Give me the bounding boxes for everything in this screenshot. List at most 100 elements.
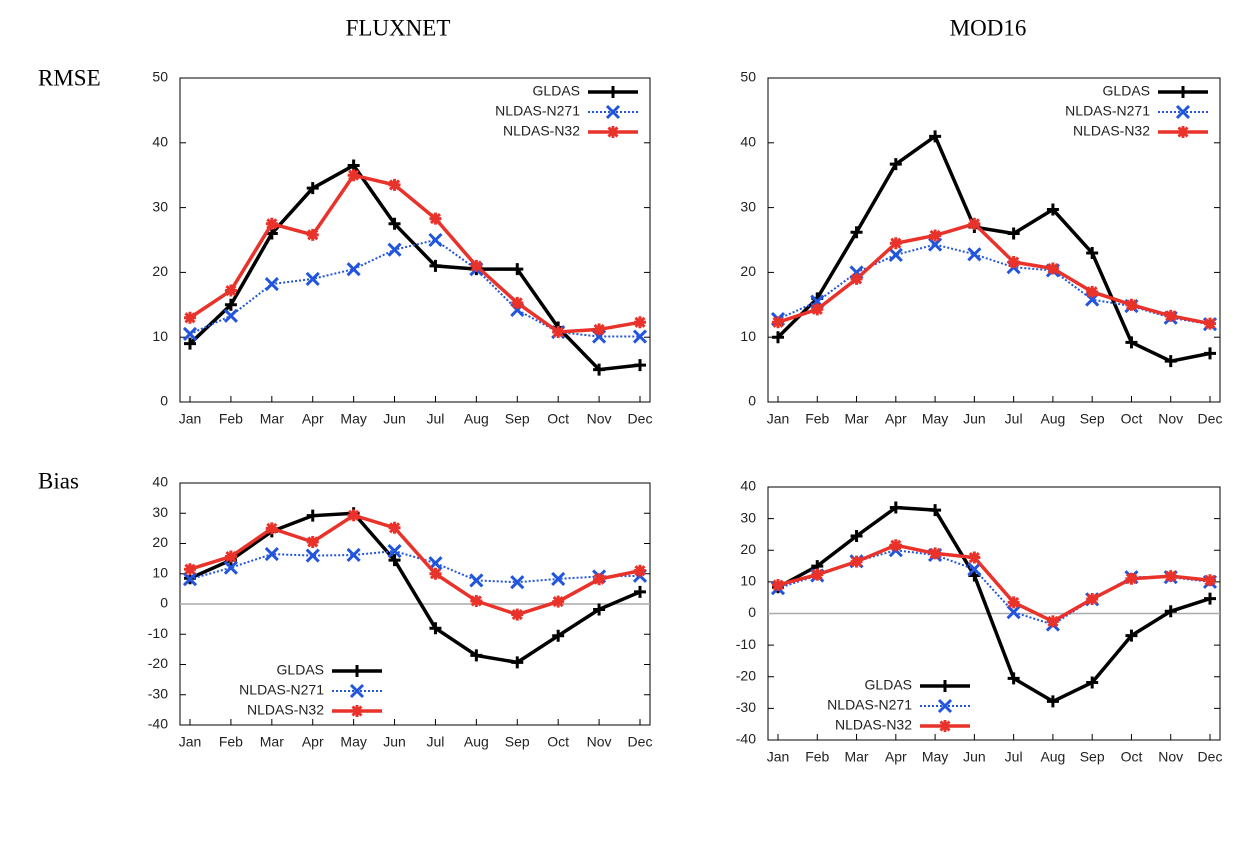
x-tick-label: Oct: [1121, 749, 1143, 765]
marker: [182, 326, 198, 342]
x-tick-label: Jan: [179, 411, 202, 427]
marker: [1086, 246, 1099, 259]
y-tick-label: 50: [152, 69, 168, 85]
y-tick-label: -30: [148, 685, 168, 701]
legend-label: NLDAS-N32: [503, 123, 580, 139]
marker: [182, 572, 198, 587]
marker: [634, 316, 646, 329]
marker: [929, 229, 942, 242]
x-tick-label: Jan: [767, 749, 790, 765]
x-tick-label: Aug: [464, 734, 489, 750]
y-tick-label: 30: [740, 198, 756, 214]
marker: [306, 509, 319, 522]
marker: [184, 337, 196, 350]
y-tick-label: -20: [148, 655, 168, 671]
x-tick-label: Dec: [628, 734, 653, 750]
marker: [429, 212, 442, 225]
x-tick-label: Jul: [1005, 411, 1023, 427]
x-tick-label: May: [922, 749, 948, 765]
marker: [1164, 309, 1177, 322]
marker: [265, 217, 278, 230]
marker: [223, 308, 238, 323]
y-tick-label: 10: [152, 328, 168, 344]
marker: [888, 247, 903, 262]
column-header: FLUXNET: [346, 15, 451, 40]
marker: [593, 323, 606, 336]
marker: [264, 547, 279, 562]
series-line: [777, 543, 1211, 624]
series-line: [188, 163, 641, 372]
legend-label: NLDAS-N271: [827, 697, 912, 713]
marker: [968, 217, 981, 230]
y-tick-label: 0: [748, 604, 756, 620]
series-line: [189, 511, 641, 665]
x-tick-label: Apr: [885, 749, 907, 765]
legend-marker: [939, 720, 951, 732]
marker: [772, 331, 784, 344]
chart: -40 -30 -20 -10 0 10 20 30 40 Jan Feb Mar Apr May Jun J…: [148, 474, 653, 750]
legend-marker: [351, 705, 363, 717]
marker: [552, 326, 565, 339]
marker: [1007, 227, 1020, 240]
y-tick-label: 10: [152, 564, 168, 580]
y-tick-label: 0: [748, 393, 756, 409]
series-line: [189, 513, 641, 617]
legend-label: NLDAS-N32: [835, 717, 912, 733]
marker: [224, 550, 237, 563]
marker: [1006, 605, 1021, 620]
y-tick-label: -40: [736, 731, 756, 747]
y-tick-label: 30: [152, 504, 168, 520]
x-tick-label: Feb: [805, 749, 829, 765]
marker: [470, 259, 483, 272]
marker: [1125, 298, 1138, 311]
marker: [387, 242, 402, 257]
legend-marker: [939, 680, 951, 692]
x-tick-label: Jul: [427, 734, 445, 750]
marker: [929, 130, 942, 143]
legend-label: GLDAS: [277, 662, 324, 678]
marker: [928, 237, 943, 252]
x-tick-label: Aug: [464, 411, 489, 427]
x-tick-label: Jun: [963, 749, 986, 765]
marker: [1204, 574, 1216, 587]
marker: [551, 571, 566, 586]
y-tick-label: -10: [148, 625, 168, 641]
x-tick-label: Jun: [963, 411, 986, 427]
marker: [811, 303, 824, 316]
x-tick-label: May: [340, 411, 366, 427]
marker: [429, 567, 442, 580]
marker: [429, 259, 442, 272]
marker: [223, 560, 238, 575]
y-tick-label: 40: [740, 478, 756, 494]
marker: [593, 573, 606, 586]
marker: [388, 178, 401, 191]
marker: [388, 554, 401, 567]
chart: -40 -30 -20 -10 0 10 20 30 40 Jan Feb Mar Apr May Jun J…: [736, 478, 1223, 765]
marker: [1086, 676, 1099, 689]
marker: [347, 509, 360, 522]
marker: [510, 575, 525, 590]
marker: [850, 530, 863, 543]
legend-label: NLDAS-N271: [239, 682, 324, 698]
marker: [305, 271, 320, 286]
marker: [470, 649, 483, 662]
x-tick-label: Sep: [1080, 749, 1105, 765]
series-line: [189, 173, 641, 334]
marker: [634, 359, 646, 372]
marker: [968, 569, 981, 582]
x-tick-label: Apr: [885, 411, 907, 427]
y-tick-label: 20: [152, 263, 168, 279]
marker: [388, 521, 401, 534]
marker: [470, 594, 483, 607]
marker: [1164, 570, 1177, 583]
x-tick-label: Aug: [1040, 749, 1065, 765]
marker: [634, 564, 646, 577]
marker: [772, 579, 784, 592]
marker: [306, 182, 319, 195]
marker: [429, 622, 442, 635]
marker: [1007, 672, 1020, 685]
marker: [1086, 592, 1099, 605]
legend-marker: [1175, 104, 1191, 120]
marker: [968, 551, 981, 564]
marker: [772, 316, 784, 329]
